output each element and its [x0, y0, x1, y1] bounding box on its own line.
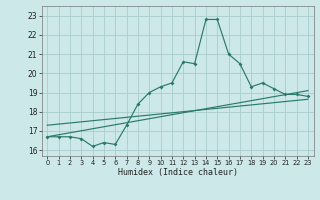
X-axis label: Humidex (Indice chaleur): Humidex (Indice chaleur) — [118, 168, 237, 177]
